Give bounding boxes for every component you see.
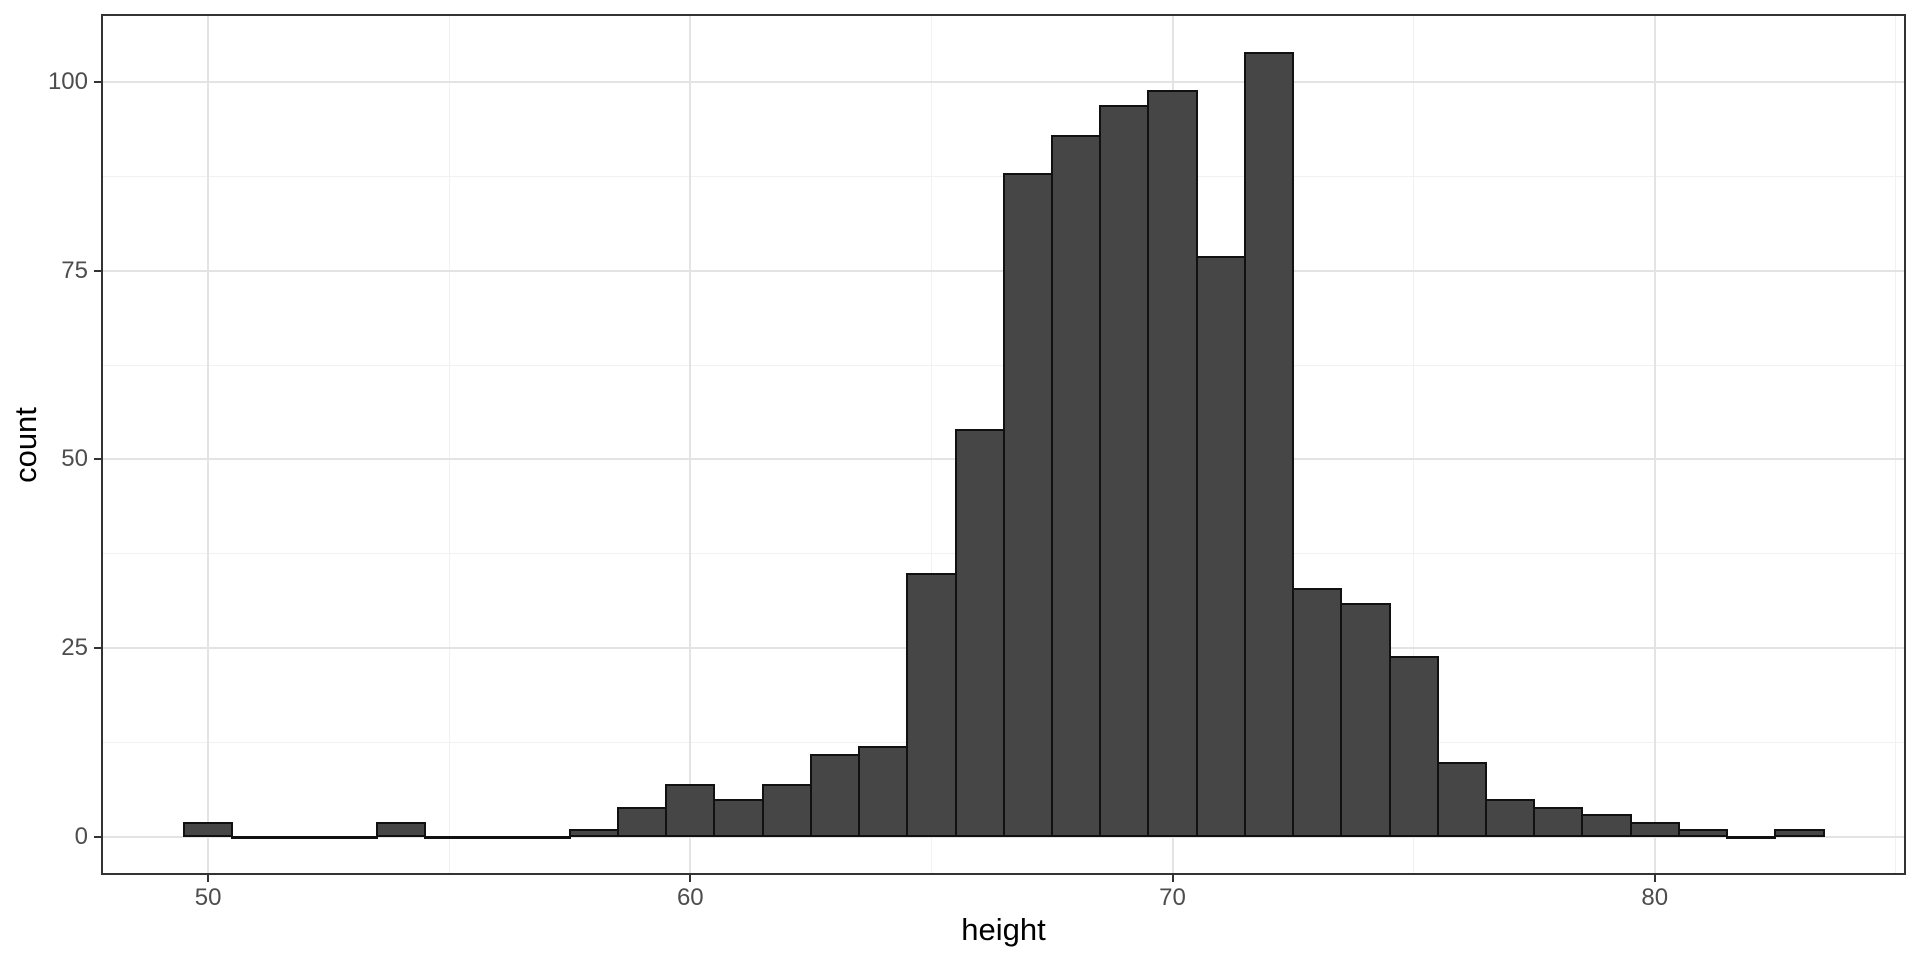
x-axis-tick <box>207 875 210 882</box>
histogram-bar <box>375 821 427 837</box>
histogram-bar <box>809 753 861 837</box>
x-major-gridline <box>689 15 692 874</box>
histogram-zero-bin <box>520 835 571 839</box>
histogram-bar <box>182 821 234 837</box>
histogram-bar <box>1388 655 1439 837</box>
x-minor-gridline <box>930 15 932 874</box>
x-axis-title: height <box>961 912 1046 947</box>
histogram-bar <box>1436 761 1487 837</box>
histogram-bar <box>906 572 957 837</box>
y-major-gridline <box>102 80 1905 83</box>
histogram-zero-bin <box>472 835 523 839</box>
x-tick-label: 60 <box>676 884 704 911</box>
x-minor-gridline <box>1895 15 1897 874</box>
y-tick-label: 25 <box>61 634 88 662</box>
y-axis-title: count <box>8 406 43 483</box>
y-axis-tick <box>94 269 101 272</box>
histogram-zero-bin <box>1726 835 1777 839</box>
y-axis-tick <box>94 836 101 838</box>
histogram-bar <box>761 784 812 837</box>
x-axis-tick <box>1653 875 1656 882</box>
x-major-gridline <box>1653 15 1656 874</box>
y-tick-label: 100 <box>47 67 88 95</box>
x-tick-label: 70 <box>1159 884 1186 911</box>
histogram-bar <box>1677 829 1729 837</box>
histogram-zero-bin <box>231 835 282 839</box>
x-minor-gridline <box>1413 15 1415 874</box>
y-tick-label: 50 <box>61 445 88 473</box>
histogram-bar <box>1484 799 1536 837</box>
histogram-bar <box>1243 51 1295 837</box>
histogram-bar <box>1533 806 1584 837</box>
y-tick-label: 0 <box>74 823 88 850</box>
y-axis-tick <box>94 458 101 461</box>
histogram-zero-bin <box>327 835 378 839</box>
x-axis-tick <box>1171 875 1174 882</box>
histogram-bar <box>858 746 909 837</box>
x-tick-label: 80 <box>1641 884 1669 911</box>
histogram-bar <box>1195 255 1246 837</box>
histogram-bar <box>1774 829 1825 837</box>
y-tick-label: 75 <box>61 256 88 284</box>
histogram-bar <box>1340 602 1391 837</box>
y-axis-tick <box>94 80 101 83</box>
y-major-gridline <box>102 836 1905 838</box>
histogram-bar <box>954 429 1005 837</box>
histogram-bar <box>1292 587 1343 837</box>
x-tick-label: 50 <box>194 884 222 911</box>
histogram-bar <box>1581 814 1632 837</box>
histogram-bar <box>616 806 668 837</box>
x-minor-gridline <box>448 15 450 874</box>
x-axis-tick <box>689 875 692 882</box>
histogram-bar <box>1629 821 1680 837</box>
histogram-bar <box>1099 104 1150 837</box>
histogram-zero-bin <box>279 835 330 839</box>
histogram-zero-bin <box>424 835 475 839</box>
histogram-bar <box>665 784 716 837</box>
histogram-bar <box>1050 134 1102 837</box>
histogram-bar <box>1147 89 1198 837</box>
histogram-bar <box>568 829 619 837</box>
histogram-bar <box>713 799 764 837</box>
y-axis-tick <box>94 647 101 650</box>
histogram-bar <box>1002 172 1053 837</box>
x-major-gridline <box>207 15 210 874</box>
